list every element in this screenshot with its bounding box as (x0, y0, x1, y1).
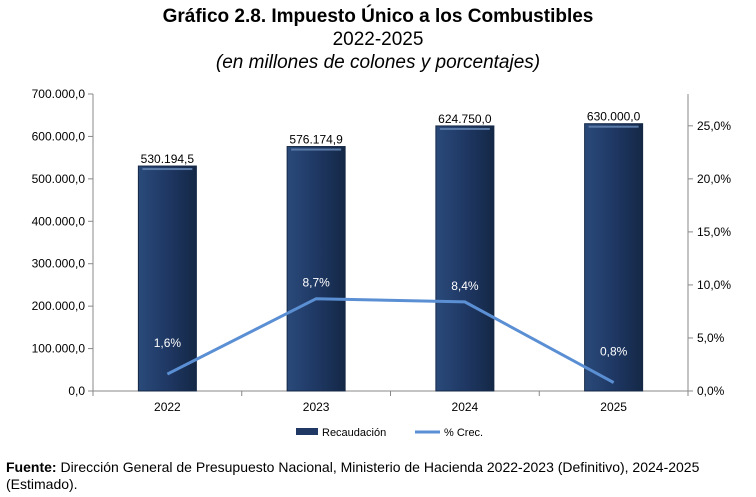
right-tick-label: 0,0% (697, 384, 725, 398)
legend-label-recaudacion: Recaudación (322, 427, 386, 439)
footer-source: Fuente: Dirección General de Presupuesto… (6, 459, 751, 493)
left-tick-label: 300.000,0 (32, 257, 86, 271)
bar-recaudacion (584, 123, 644, 392)
chart: 0,0 100.000,0 200.000,0 300.000,0 400.000,0 5… (32, 87, 732, 439)
x-tick-label: 2022 (154, 400, 181, 414)
legend-swatch-recaudacion (296, 428, 318, 435)
legend-label-crec: % Crec. (444, 427, 483, 439)
right-tick-label: 25,0% (697, 119, 731, 133)
line-label: 1,6% (154, 336, 182, 350)
left-tick-label: 100.000,0 (32, 342, 86, 356)
bar-label: 624.750,0 (438, 112, 492, 126)
bar-label: 530.194,5 (141, 152, 195, 166)
bar-highlight (588, 125, 639, 128)
bar-label: 630.000,0 (587, 110, 641, 124)
line-label: 8,7% (302, 276, 330, 290)
right-tick-label: 5,0% (697, 331, 725, 345)
left-tick-label: 200.000,0 (32, 299, 86, 313)
left-tick-label: 400.000,0 (32, 214, 86, 228)
chart-title: Gráfico 2.8. Impuesto Único a los Combus… (162, 6, 594, 27)
bar-recaudacion (435, 125, 495, 392)
x-tick-label: 2023 (303, 400, 330, 414)
line-label: 0,8% (600, 345, 628, 359)
right-tick-label: 20,0% (697, 172, 731, 186)
left-tick-label: 600.000,0 (32, 129, 86, 143)
left-tick-label: 700.000,0 (32, 87, 86, 101)
bar-highlight (439, 127, 490, 130)
left-tick-label: 500.000,0 (32, 172, 86, 186)
x-tick-label: 2025 (600, 400, 627, 414)
right-tick-label: 10,0% (697, 278, 731, 292)
bar-recaudacion (137, 165, 197, 392)
bar-highlight (142, 168, 193, 171)
left-tick-label: 0,0 (68, 384, 85, 398)
line-crec (166, 297, 615, 384)
chart-unit-note: (en millones de colones y porcentajes) (215, 52, 541, 73)
chart-subtitle: 2022-2025 (332, 29, 424, 50)
bar-label: 576.174,9 (289, 133, 343, 147)
line-label: 8,4% (451, 279, 479, 293)
right-tick-label: 15,0% (697, 225, 731, 239)
x-tick-label: 2024 (452, 400, 479, 414)
bar-highlight (291, 148, 342, 151)
footer-text: Dirección General de Presupuesto Naciona… (6, 459, 700, 492)
bar-recaudacion (286, 146, 346, 392)
footer-label: Fuente: (6, 459, 57, 475)
